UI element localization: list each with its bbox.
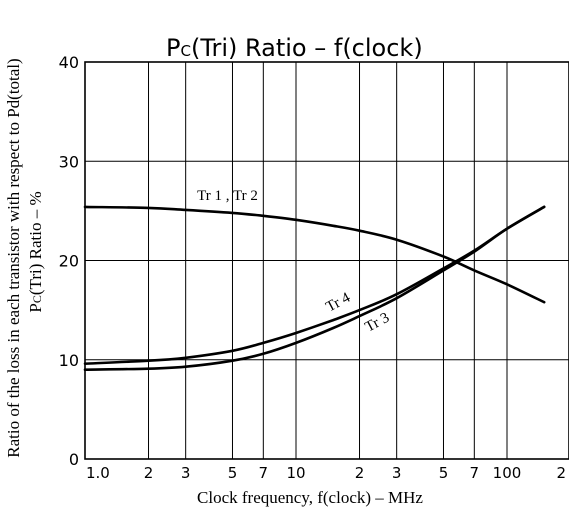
x-tick-label: 1.0	[86, 464, 110, 482]
series-label-tr1-tr2: Tr 1 , Tr 2	[197, 188, 258, 204]
curve-tr1-tr2	[83, 205, 546, 304]
x-tick-label: 2	[556, 464, 566, 482]
curve-tr4	[83, 205, 546, 365]
x-tick-label: 100	[493, 464, 522, 482]
curves	[83, 205, 546, 371]
y-axis-label-line1: Ratio of the loss in each transistor wit…	[4, 58, 23, 457]
grid	[85, 62, 569, 459]
x-tick-label: 3	[392, 464, 402, 482]
x-tick-label: 2	[144, 464, 154, 482]
x-tick-label: 7	[259, 464, 269, 482]
curve-tr3	[83, 205, 546, 371]
x-axis-ticks: 1.0 2 3 5 7 10 2 3 5 7 100 2	[86, 464, 566, 482]
y-tick-label: 0	[69, 450, 79, 469]
x-tick-label: 2	[355, 464, 365, 482]
y-tick-label: 20	[59, 252, 79, 271]
y-axis-ticks: 0 10 20 30 40	[59, 53, 79, 469]
x-tick-label: 10	[286, 464, 305, 482]
plot-frame	[84, 61, 569, 460]
x-axis-label: Clock frequency, f(clock) – MHz	[197, 488, 423, 507]
y-tick-label: 10	[59, 351, 79, 370]
x-tick-label: 7	[470, 464, 480, 482]
x-tick-label: 5	[228, 464, 238, 482]
y-tick-label: 30	[59, 152, 79, 171]
y-axis-label-line2: PC(Tri) Ratio – %	[26, 191, 45, 312]
y-tick-label: 40	[59, 53, 79, 72]
chart-title: PC(Tri) Ratio – f(clock)	[166, 34, 423, 62]
x-tick-label: 5	[439, 464, 449, 482]
series-label-tr4: Tr 4	[324, 290, 354, 316]
x-tick-label: 3	[181, 464, 191, 482]
